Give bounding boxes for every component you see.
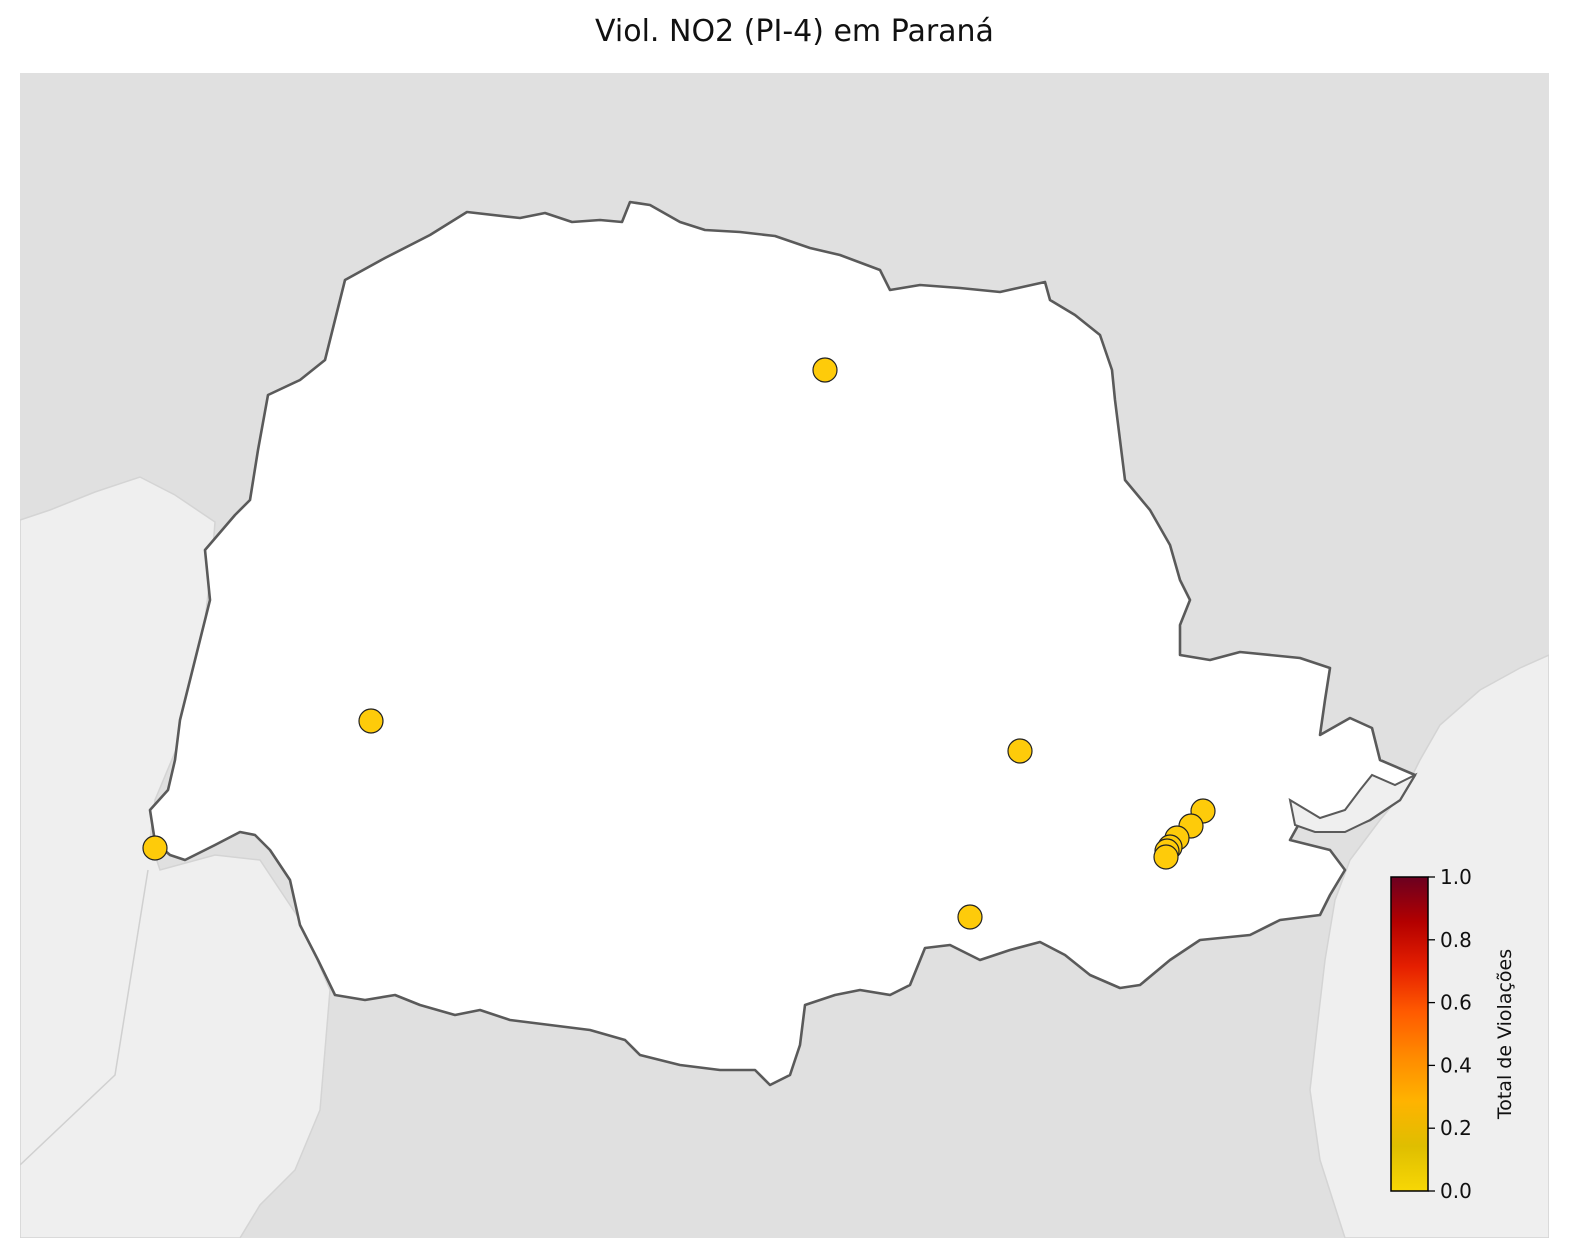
colorbar-label: Total de Violações — [1494, 949, 1516, 1120]
colorbar-tick-label: 0.8 — [1440, 928, 1472, 952]
station-markers — [142, 357, 1216, 930]
ocean-strip — [1309, 654, 1549, 1238]
station-marker[interactable] — [812, 357, 838, 383]
station-marker[interactable] — [957, 904, 983, 930]
country-line — [20, 869, 149, 1166]
station-marker[interactable] — [142, 835, 168, 861]
station-marker[interactable] — [1153, 844, 1179, 870]
station-marker[interactable] — [1007, 738, 1033, 764]
station-marker[interactable] — [358, 708, 384, 734]
colorbar-tick-label: 0.4 — [1440, 1053, 1472, 1077]
colorbar-ticks: 0.0 0.2 0.4 0.6 0.8 1.0 — [1428, 865, 1472, 1203]
map-area — [20, 73, 1549, 1238]
map-title: Viol. NO2 (PI-4) em Paraná — [595, 14, 994, 49]
colorbar: 0.0 0.2 0.4 0.6 0.8 1.0 Total de Violações — [1390, 865, 1516, 1203]
colorbar-bar — [1390, 876, 1429, 1192]
colorbar-tick-label: 0.6 — [1440, 991, 1472, 1015]
colorbar-tick-label: 0.0 — [1440, 1179, 1472, 1203]
paranagua-bay — [1288, 772, 1418, 833]
colorbar-tick-label: 0.2 — [1440, 1116, 1472, 1140]
colorbar-tick-label: 1.0 — [1440, 865, 1472, 889]
